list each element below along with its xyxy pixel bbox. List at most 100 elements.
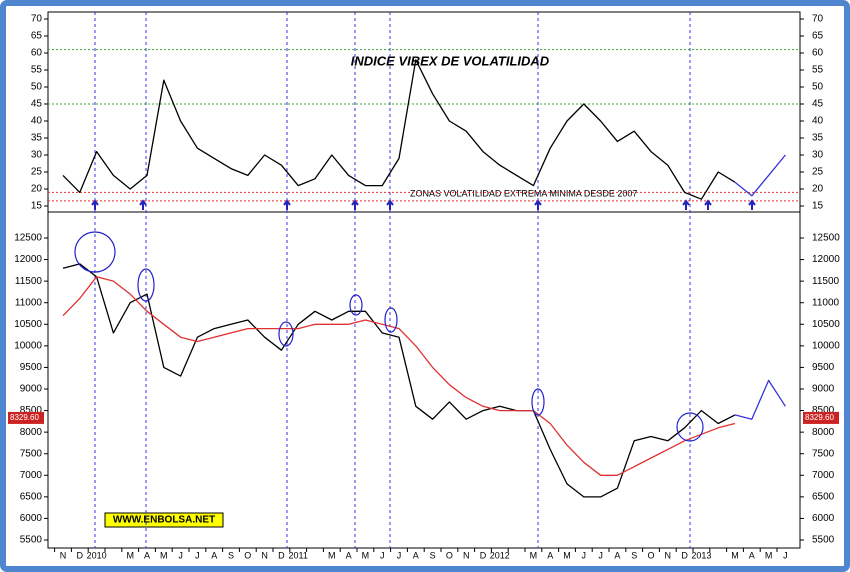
y-tick-label: 70 [812, 14, 824, 25]
y-tick-label: 8500 [812, 405, 835, 416]
y-tick-label: 9000 [20, 384, 43, 395]
x-tick-label: A [413, 550, 419, 560]
x-tick-label: M [563, 550, 571, 560]
x-tick-label: A [749, 550, 755, 560]
y-tick-label: 6500 [20, 491, 43, 502]
arrow [704, 199, 712, 210]
price-tag-label: 8329.60 [10, 413, 39, 422]
x-tick-label: S [228, 550, 234, 560]
x-tick-label: D [681, 550, 688, 560]
arrow [682, 199, 690, 210]
x-tick-label: J [178, 550, 183, 560]
credit: WWW.ENBOLSA.NET [113, 515, 215, 526]
y-tick-label: 7500 [812, 448, 835, 459]
highlight-circle [349, 294, 363, 316]
x-tick-label: A [211, 550, 217, 560]
x-tick-label: A [144, 550, 150, 560]
x-tick-label: O [244, 550, 251, 560]
series-line [62, 59, 736, 200]
y-tick-label: 11000 [15, 297, 43, 308]
x-tick-label: 2011 [289, 550, 308, 560]
x-tick-label: A [614, 550, 620, 560]
y-tick-label: 65 [31, 31, 43, 42]
arrow [534, 199, 542, 210]
y-tick-label: 50 [812, 82, 824, 93]
y-tick-label: 55 [31, 65, 43, 76]
x-tick-label: M [160, 550, 168, 560]
series-line [734, 154, 786, 197]
y-tick-label: 7500 [20, 448, 43, 459]
arrow [283, 199, 291, 210]
y-tick-label: 60 [812, 48, 824, 59]
y-tick-label: 70 [31, 14, 43, 25]
y-tick-label: 35 [31, 133, 43, 144]
x-tick-label: A [547, 550, 553, 560]
highlight-circle [531, 388, 545, 416]
y-tick-label: 8500 [20, 405, 43, 416]
y-tick-label: 5500 [20, 535, 43, 546]
y-tick-label: 65 [812, 31, 824, 42]
y-tick-label: 45 [31, 99, 43, 110]
x-tick-label: J [783, 550, 788, 560]
y-tick-label: 5500 [812, 535, 835, 546]
y-tick-label: 9500 [812, 362, 835, 373]
price-tag-label: 8329.60 [805, 413, 834, 422]
y-tick-label: 12000 [14, 254, 42, 265]
highlight-circle [74, 231, 116, 273]
y-tick-label: 8000 [20, 427, 43, 438]
series-line [734, 379, 786, 420]
arrow [139, 199, 147, 210]
x-tick-label: N [261, 550, 268, 560]
x-tick-label: N [665, 550, 672, 560]
y-tick-label: 10500 [812, 319, 840, 330]
x-tick-label: M [126, 550, 134, 560]
arrow [351, 199, 359, 210]
y-tick-label: 9500 [20, 362, 43, 373]
y-tick-label: 7000 [812, 470, 835, 481]
y-tick-label: 15 [31, 201, 43, 212]
arrow [748, 199, 756, 210]
x-tick-label: S [430, 550, 436, 560]
chart-title: INDICE VIBEX DE VOLATILIDAD [351, 53, 550, 68]
x-tick-label: J [582, 550, 587, 560]
x-tick-label: J [195, 550, 200, 560]
y-tick-label: 6000 [812, 513, 835, 524]
y-tick-label: 35 [812, 133, 824, 144]
y-tick-label: 11500 [812, 276, 840, 287]
x-tick-label: J [598, 550, 603, 560]
y-tick-label: 60 [31, 48, 43, 59]
x-tick-label: J [380, 550, 385, 560]
y-tick-label: 40 [31, 116, 43, 127]
x-tick-label: S [631, 550, 637, 560]
arrow [386, 199, 394, 210]
x-tick-label: D [278, 550, 285, 560]
highlight-circle [278, 321, 294, 347]
x-tick-label: M [362, 550, 370, 560]
y-tick-label: 45 [812, 99, 824, 110]
x-tick-label: O [647, 550, 654, 560]
y-tick-label: 25 [31, 167, 43, 178]
y-tick-label: 40 [812, 116, 824, 127]
x-tick-label: J [397, 550, 402, 560]
highlight-circle [384, 307, 398, 333]
highlight-circle [676, 412, 704, 442]
y-tick-label: 9000 [812, 384, 835, 395]
x-tick-label: M [328, 550, 336, 560]
y-tick-label: 6000 [20, 513, 43, 524]
x-tick-label: M [765, 550, 773, 560]
y-tick-label: 12500 [14, 233, 42, 244]
x-tick-label: M [530, 550, 538, 560]
y-tick-label: 55 [812, 65, 824, 76]
x-tick-label: D [77, 550, 84, 560]
x-tick-label: M [731, 550, 739, 560]
y-tick-label: 8000 [812, 427, 835, 438]
y-tick-label: 20 [31, 184, 43, 195]
y-tick-label: 30 [31, 150, 43, 161]
credit-box [104, 512, 224, 528]
x-tick-label: 2013 [691, 550, 711, 560]
x-tick-label: O [446, 550, 453, 560]
y-tick-label: 11500 [15, 276, 43, 287]
y-tick-label: 10000 [812, 340, 840, 351]
